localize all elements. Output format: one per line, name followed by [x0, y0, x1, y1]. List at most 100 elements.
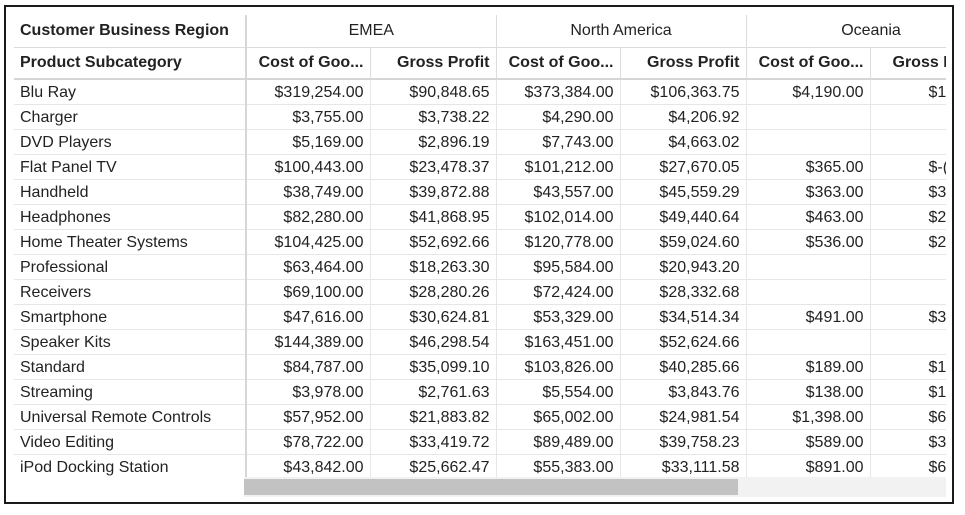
- value-cell[interactable]: $3,843.76: [620, 379, 747, 405]
- value-cell[interactable]: $57,952.00: [246, 404, 371, 430]
- value-cell[interactable]: $49,440.64: [620, 204, 747, 230]
- value-cell[interactable]: $144,389.00: [246, 329, 371, 355]
- value-cell[interactable]: $23,478.37: [370, 154, 497, 180]
- value-cell[interactable]: $103,826.00: [496, 354, 621, 380]
- row-dimension-header[interactable]: Product Subcategory: [14, 47, 247, 80]
- row-label[interactable]: Headphones: [14, 204, 247, 230]
- value-cell[interactable]: $5,169.00: [246, 129, 371, 155]
- value-cell[interactable]: $65,002.00: [496, 404, 621, 430]
- value-cell[interactable]: $2(: [870, 204, 946, 230]
- value-cell[interactable]: $100,443.00: [246, 154, 371, 180]
- measure-header-oceania-gross-profit[interactable]: Gross I: [870, 47, 946, 80]
- value-cell[interactable]: $365.00: [746, 154, 871, 180]
- value-cell[interactable]: $18,263.30: [370, 254, 497, 280]
- value-cell[interactable]: $3,978.00: [246, 379, 371, 405]
- value-cell[interactable]: $40,285.66: [620, 354, 747, 380]
- region-header-oceania[interactable]: Oceania: [746, 15, 946, 48]
- value-cell[interactable]: [746, 279, 871, 305]
- value-cell[interactable]: $43,557.00: [496, 179, 621, 205]
- value-cell[interactable]: $106,363.75: [620, 79, 747, 105]
- value-cell[interactable]: $53,329.00: [496, 304, 621, 330]
- value-cell[interactable]: $84,787.00: [246, 354, 371, 380]
- value-cell[interactable]: $33,419.72: [370, 429, 497, 455]
- row-label[interactable]: Handheld: [14, 179, 247, 205]
- value-cell[interactable]: [870, 129, 946, 155]
- value-cell[interactable]: $30,624.81: [370, 304, 497, 330]
- value-cell[interactable]: $5,554.00: [496, 379, 621, 405]
- region-header-emea[interactable]: EMEA: [246, 15, 497, 48]
- value-cell[interactable]: $52,692.66: [370, 229, 497, 255]
- table-row[interactable]: Universal Remote Controls $57,952.00 $21,8…: [14, 404, 946, 430]
- value-cell[interactable]: [870, 329, 946, 355]
- value-cell[interactable]: $163,451.00: [496, 329, 621, 355]
- value-cell[interactable]: $120,778.00: [496, 229, 621, 255]
- value-cell[interactable]: $38,749.00: [246, 179, 371, 205]
- value-cell[interactable]: $89,489.00: [496, 429, 621, 455]
- table-row[interactable]: Receivers $69,100.00 $28,280.26 $72,424.00 $…: [14, 279, 946, 305]
- horizontal-scrollbar-thumb[interactable]: [244, 479, 738, 495]
- value-cell[interactable]: $35,099.10: [370, 354, 497, 380]
- value-cell[interactable]: $78,722.00: [246, 429, 371, 455]
- measure-header-north-america-cost[interactable]: Cost of Goo...: [496, 47, 621, 80]
- value-cell[interactable]: $20,943.20: [620, 254, 747, 280]
- value-cell[interactable]: $138.00: [746, 379, 871, 405]
- value-cell[interactable]: $463.00: [746, 204, 871, 230]
- table-row[interactable]: Flat Panel TV $100,443.00 $23,478.37 $101,2…: [14, 154, 946, 180]
- value-cell[interactable]: $4,206.92: [620, 104, 747, 130]
- value-cell[interactable]: $101,212.00: [496, 154, 621, 180]
- table-row[interactable]: Headphones $82,280.00 $41,868.95 $102,014.0…: [14, 204, 946, 230]
- value-cell[interactable]: $536.00: [746, 229, 871, 255]
- table-row[interactable]: Streaming $3,978.00 $2,761.63 $5,554.00 $3,8…: [14, 379, 946, 405]
- row-label[interactable]: Charger: [14, 104, 247, 130]
- value-cell[interactable]: $189.00: [746, 354, 871, 380]
- table-row[interactable]: Blu Ray $319,254.00 $90,848.65 $373,384.00 $…: [14, 79, 946, 105]
- row-label[interactable]: Home Theater Systems: [14, 229, 247, 255]
- table-row[interactable]: iPod Docking Station $43,842.00 $25,662.47…: [14, 454, 946, 477]
- value-cell[interactable]: $6: [870, 454, 946, 477]
- table-row[interactable]: Speaker Kits $144,389.00 $46,298.54 $163,45…: [14, 329, 946, 355]
- value-cell[interactable]: $4,190.00: [746, 79, 871, 105]
- value-cell[interactable]: $7,743.00: [496, 129, 621, 155]
- value-cell[interactable]: [746, 329, 871, 355]
- value-cell[interactable]: $1,1: [870, 79, 946, 105]
- value-cell[interactable]: $25,662.47: [370, 454, 497, 477]
- value-cell[interactable]: $21,883.82: [370, 404, 497, 430]
- row-label[interactable]: Receivers: [14, 279, 247, 305]
- value-cell[interactable]: $-(: [870, 154, 946, 180]
- region-header-north-america[interactable]: North America: [496, 15, 747, 48]
- value-cell[interactable]: $2,896.19: [370, 129, 497, 155]
- table-row[interactable]: Home Theater Systems $104,425.00 $52,692.6…: [14, 229, 946, 255]
- value-cell[interactable]: $27,670.05: [620, 154, 747, 180]
- value-cell[interactable]: $2: [870, 229, 946, 255]
- value-cell[interactable]: $28,280.26: [370, 279, 497, 305]
- value-cell[interactable]: [746, 104, 871, 130]
- value-cell[interactable]: [746, 254, 871, 280]
- measure-header-oceania-cost[interactable]: Cost of Goo...: [746, 47, 871, 80]
- table-row[interactable]: Professional $63,464.00 $18,263.30 $95,584.…: [14, 254, 946, 280]
- value-cell[interactable]: $55,383.00: [496, 454, 621, 477]
- value-cell[interactable]: $28,332.68: [620, 279, 747, 305]
- value-cell[interactable]: $41,868.95: [370, 204, 497, 230]
- value-cell[interactable]: $1: [870, 354, 946, 380]
- value-cell[interactable]: $589.00: [746, 429, 871, 455]
- row-label[interactable]: Smartphone: [14, 304, 247, 330]
- value-cell[interactable]: $3,755.00: [246, 104, 371, 130]
- value-cell[interactable]: $47,616.00: [246, 304, 371, 330]
- value-cell[interactable]: $891.00: [746, 454, 871, 477]
- measure-header-emea-gross-profit[interactable]: Gross Profit: [370, 47, 497, 80]
- value-cell[interactable]: $3,738.22: [370, 104, 497, 130]
- value-cell[interactable]: [746, 129, 871, 155]
- value-cell[interactable]: $39,758.23: [620, 429, 747, 455]
- table-row[interactable]: Handheld $38,749.00 $39,872.88 $43,557.00 $4…: [14, 179, 946, 205]
- value-cell[interactable]: $104,425.00: [246, 229, 371, 255]
- value-cell[interactable]: $59,024.60: [620, 229, 747, 255]
- value-cell[interactable]: $319,254.00: [246, 79, 371, 105]
- row-label[interactable]: Flat Panel TV: [14, 154, 247, 180]
- value-cell[interactable]: $3: [870, 179, 946, 205]
- value-cell[interactable]: $102,014.00: [496, 204, 621, 230]
- value-cell[interactable]: $2,761.63: [370, 379, 497, 405]
- row-label[interactable]: Streaming: [14, 379, 247, 405]
- value-cell[interactable]: $491.00: [746, 304, 871, 330]
- value-cell[interactable]: [870, 104, 946, 130]
- value-cell[interactable]: $33,111.58: [620, 454, 747, 477]
